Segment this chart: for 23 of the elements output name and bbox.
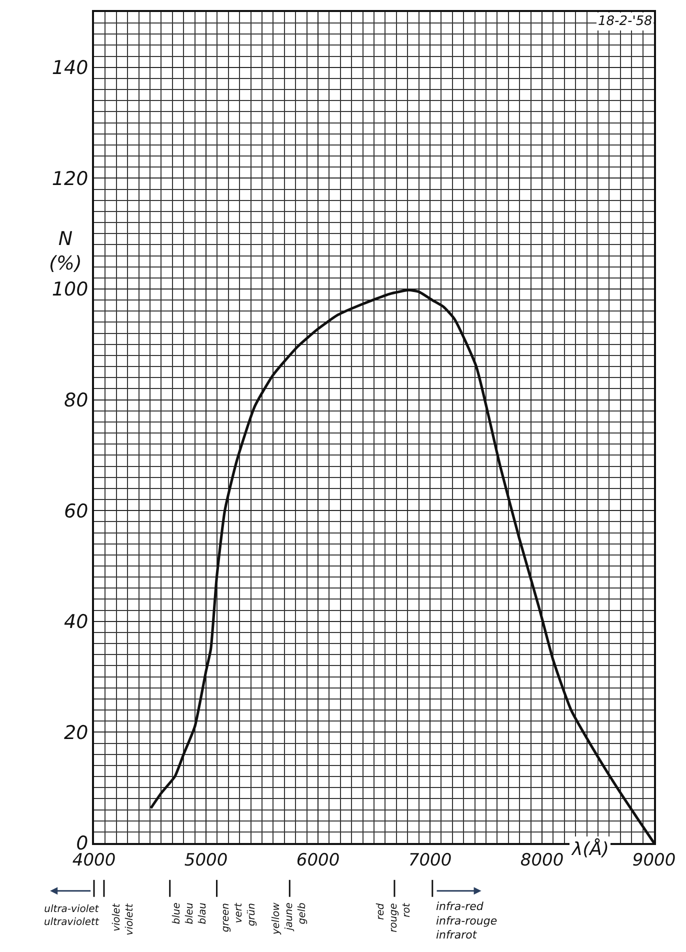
x-tick-label: 6000 <box>296 850 340 870</box>
text: yellow jaune gelb <box>270 902 308 936</box>
x-tick-label: 9000 <box>632 850 676 870</box>
x-axis-title: λ(Å) <box>571 838 610 860</box>
x-tick-label: 5000 <box>184 850 228 870</box>
annotation: 18-2-'58 <box>598 14 652 29</box>
y-axis-title: N (%) <box>49 228 82 275</box>
y-tick-label: 80 <box>64 389 88 412</box>
text: ultra-violet ultraviolett <box>44 904 100 928</box>
y-tick-label: 100 <box>52 278 88 301</box>
text: green vert grün <box>220 902 258 932</box>
x-tick-label: 7000 <box>408 850 452 870</box>
y-tick-label: 120 <box>52 168 88 190</box>
y-tick-label: 40 <box>64 611 88 634</box>
x-tick-label: 8000 <box>520 850 564 870</box>
y-tick-label: 60 <box>64 500 88 522</box>
y-tick-label: 140 <box>52 57 88 80</box>
text: blue bleu blau <box>172 902 208 924</box>
x-tick-label: 4000 <box>72 850 116 870</box>
text: red rouge rot <box>376 902 413 932</box>
text: violet violett <box>112 902 136 936</box>
y-tick-label: 20 <box>64 722 88 744</box>
text: infra-red infra-rouge infrarot <box>436 900 498 942</box>
